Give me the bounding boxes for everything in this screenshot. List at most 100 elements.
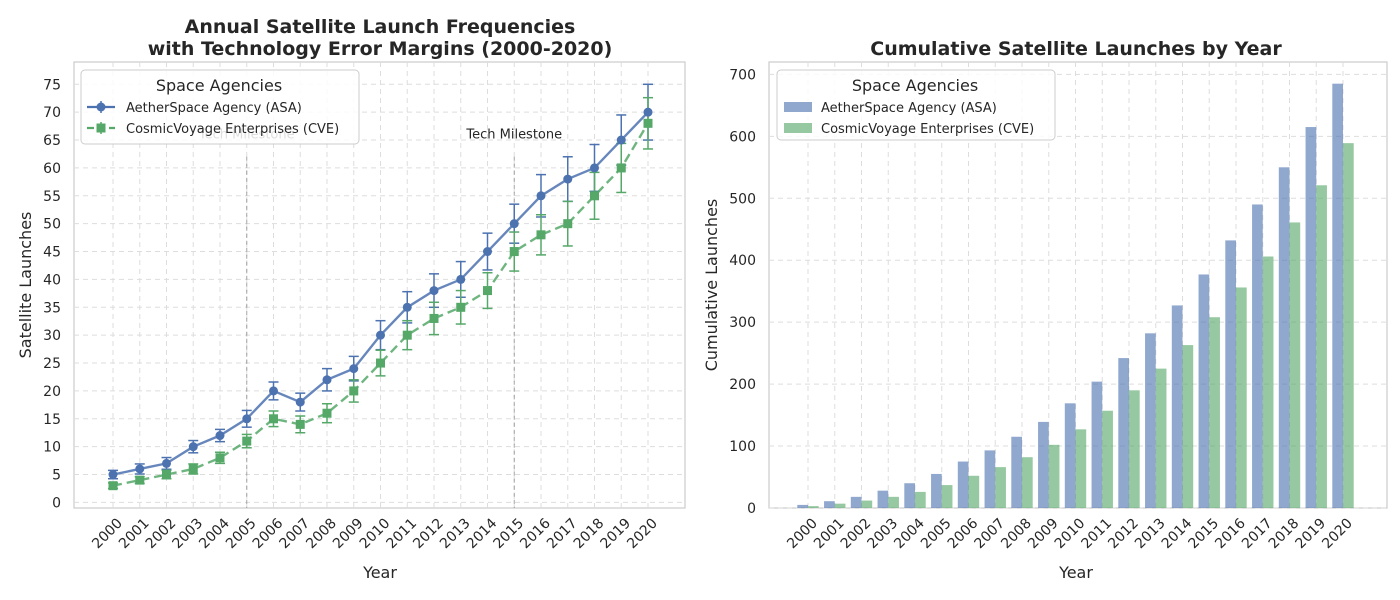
bar (1182, 345, 1194, 508)
x-tick-label: 2019 (598, 516, 635, 553)
data-point (269, 386, 278, 396)
y-tick-labels: 0 100 200 300 400 500 600 700 (729, 67, 756, 517)
x-tick-label: 2001 (116, 516, 153, 553)
x-tick-label: 2002 (838, 516, 875, 553)
x-tick-label: 2014 (464, 515, 501, 552)
y-axis-label: Cumulative Launches (702, 199, 721, 372)
data-point (643, 107, 653, 117)
data-point (322, 375, 332, 385)
data-point (590, 191, 599, 201)
data-point (616, 135, 626, 145)
data-point (429, 286, 439, 296)
y-tick-label: 35 (43, 300, 61, 316)
x-tick-label: 2004 (196, 515, 233, 552)
x-tick-label: 2007 (277, 516, 314, 553)
x-tick-label: 2013 (437, 516, 474, 553)
bar (877, 490, 889, 508)
x-tick-label: 2020 (624, 516, 661, 553)
x-tick-labels: 2000200120022003200420052006200720082009… (89, 515, 661, 552)
bar (824, 501, 835, 508)
data-point (563, 174, 573, 184)
x-tick-label: 2003 (170, 516, 207, 553)
data-point (563, 219, 573, 229)
legend-entries: AetherSpace Agency (ASA) CosmicVoyage Ent… (87, 101, 339, 137)
x-tick-label: 2000 (89, 516, 126, 553)
bar (1278, 167, 1290, 509)
series-line (112, 122, 650, 487)
legend-swatch (784, 102, 812, 112)
x-tick-labels: 2000200120022003200420052006200720082009… (784, 515, 1356, 552)
line-chart: Tech MilestoneTech Milestone 05101520253… (16, 16, 686, 582)
x-tick-label: 2001 (811, 516, 848, 553)
legend-entries: AetherSpace Agency (ASA) CosmicVoyage Ent… (784, 101, 1034, 137)
bar (1155, 368, 1167, 508)
data-point (349, 364, 359, 374)
bar (861, 500, 873, 508)
bar (888, 496, 899, 508)
x-tick-label: 2011 (1079, 516, 1116, 553)
bar (931, 473, 942, 508)
legend-marker (96, 123, 106, 133)
y-tick-label: 45 (43, 245, 61, 261)
x-tick-label: 2005 (223, 516, 260, 553)
bar (1075, 429, 1087, 508)
data-point (509, 247, 519, 257)
data-point (402, 302, 412, 312)
x-tick-label: 2019 (1293, 516, 1330, 553)
x-tick-label: 2016 (517, 515, 554, 552)
y-axis-label: Satellite Launches (16, 212, 35, 359)
x-tick-label: 2010 (1052, 516, 1089, 553)
x-tick-label: 2005 (918, 516, 955, 553)
y-tick-label: 60 (43, 161, 61, 177)
bar (1332, 83, 1343, 509)
bar (1252, 204, 1263, 508)
data-point (536, 191, 546, 201)
y-tick-label: 0 (747, 501, 756, 517)
y-tick-label: 700 (729, 67, 756, 83)
data-point (108, 481, 118, 491)
bar (984, 450, 996, 508)
x-tick-label: 2020 (1319, 516, 1356, 553)
data-point (376, 330, 385, 340)
y-tick-labels: 0 5 10 15 20 25 30 35 40 45 50 55 60 65 70 75 (43, 77, 61, 511)
bar (1064, 403, 1076, 508)
bar (915, 491, 926, 508)
x-tick-label: 2007 (972, 516, 1009, 553)
bar (1289, 222, 1301, 509)
bar (995, 467, 1006, 508)
bar (1129, 390, 1140, 508)
series-markers (108, 107, 653, 491)
data-point (322, 408, 332, 418)
x-tick-label: 2012 (1105, 516, 1142, 553)
data-point (295, 397, 305, 407)
legend: Space Agencies AetherSpace Agency (ASA) C… (776, 69, 1056, 141)
bar (850, 496, 862, 508)
bar (834, 503, 846, 508)
x-tick-label: 2004 (891, 515, 928, 552)
x-tick-label: 2010 (357, 516, 394, 553)
legend-title: Space Agencies (852, 76, 978, 95)
legend: Space Agencies AetherSpace Agency (ASA) C… (80, 69, 360, 145)
bar (1209, 317, 1220, 508)
legend-marker (96, 102, 106, 112)
y-tick-label: 75 (43, 77, 61, 93)
bar (1171, 305, 1183, 508)
bars (797, 83, 1354, 509)
bar (1118, 358, 1129, 508)
data-point (135, 464, 145, 474)
y-tick-label: 30 (43, 328, 61, 344)
y-tick-label: 100 (729, 439, 756, 455)
y-tick-label: 50 (43, 217, 61, 233)
chart-title: Cumulative Satellite Launches by Year (870, 38, 1282, 60)
bar (1022, 457, 1033, 508)
data-point (162, 470, 171, 480)
x-tick-label: 2013 (1132, 516, 1169, 553)
y-tick-label: 600 (729, 129, 756, 145)
x-tick-label: 2015 (491, 516, 528, 553)
y-tick-label: 400 (729, 253, 756, 269)
bar (1198, 274, 1210, 508)
data-point (349, 386, 359, 396)
bar (957, 461, 969, 508)
legend-label: CosmicVoyage Enterprises (CVE) (821, 122, 1034, 137)
